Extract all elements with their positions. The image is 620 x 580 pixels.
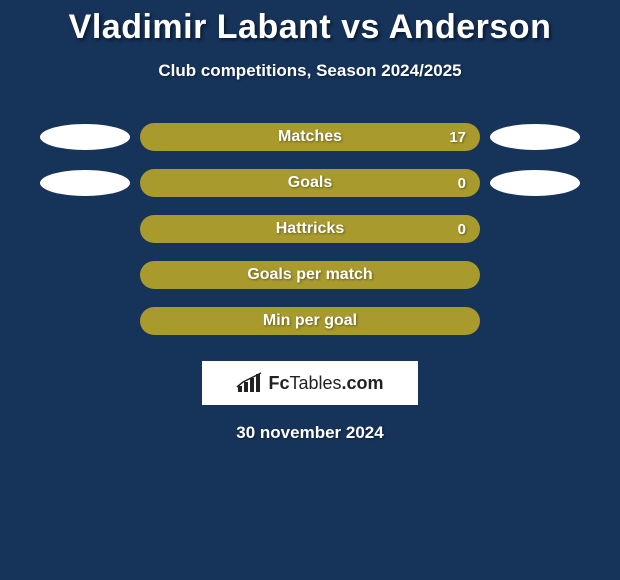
ellipse-right xyxy=(490,170,580,196)
ellipse-left xyxy=(40,124,130,150)
stat-row: Hattricks 0 xyxy=(0,215,620,243)
ellipse-spacer xyxy=(490,308,580,334)
stat-bar-goals: Goals 0 xyxy=(140,169,480,197)
ellipse-left xyxy=(40,170,130,196)
stat-bar-matches: Matches 17 xyxy=(140,123,480,151)
stat-row: Matches 17 xyxy=(0,123,620,151)
ellipse-spacer xyxy=(40,308,130,334)
logo-suffix: .com xyxy=(342,373,384,393)
stat-label: Matches xyxy=(278,128,342,146)
ellipse-spacer xyxy=(40,216,130,242)
logo-light: Tables xyxy=(289,373,341,393)
stat-label: Hattricks xyxy=(276,220,344,238)
ellipse-spacer xyxy=(490,216,580,242)
ellipse-right xyxy=(490,124,580,150)
stats-list: Matches 17 Goals 0 Hattricks 0 Goal xyxy=(0,123,620,335)
stat-row: Min per goal xyxy=(0,307,620,335)
stat-value: 0 xyxy=(458,221,466,238)
date-label: 30 november 2024 xyxy=(0,423,620,443)
stat-value: 17 xyxy=(449,129,466,146)
stat-bar-hattricks: Hattricks 0 xyxy=(140,215,480,243)
logo-text: FcTables.com xyxy=(268,373,383,394)
logo-chart-icon xyxy=(236,372,262,394)
page-title: Vladimir Labant vs Anderson xyxy=(0,8,620,47)
ellipse-spacer xyxy=(40,262,130,288)
subtitle: Club competitions, Season 2024/2025 xyxy=(0,61,620,81)
stat-label: Goals xyxy=(288,174,332,192)
stat-label: Min per goal xyxy=(263,312,357,330)
logo-box: FcTables.com xyxy=(202,361,418,405)
stat-row: Goals per match xyxy=(0,261,620,289)
stat-value: 0 xyxy=(458,175,466,192)
comparison-card: Vladimir Labant vs Anderson Club competi… xyxy=(0,0,620,443)
ellipse-spacer xyxy=(490,262,580,288)
logo-bold: Fc xyxy=(268,373,289,393)
stat-label: Goals per match xyxy=(247,266,372,284)
stat-bar-min-per-goal: Min per goal xyxy=(140,307,480,335)
stat-bar-goals-per-match: Goals per match xyxy=(140,261,480,289)
stat-row: Goals 0 xyxy=(0,169,620,197)
